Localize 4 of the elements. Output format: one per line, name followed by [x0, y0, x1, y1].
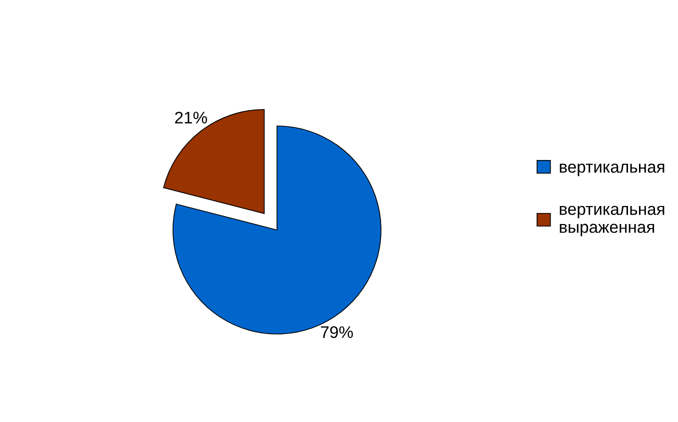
data-label: 79%: [320, 326, 353, 338]
legend-label: вертикальная: [560, 164, 664, 176]
legend-label: вертикальная выраженная: [560, 206, 664, 236]
data-label: 21%: [175, 112, 208, 124]
